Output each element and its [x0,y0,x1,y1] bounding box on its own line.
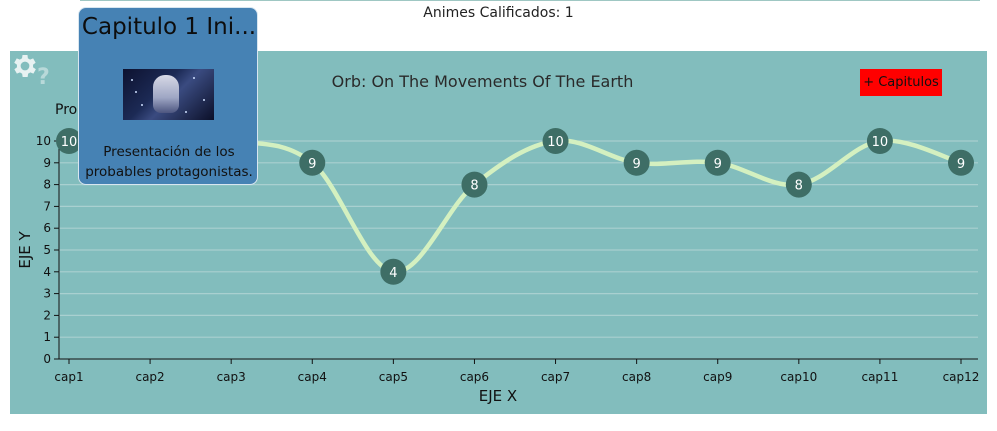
data-label: 9 [957,157,965,172]
data-point [542,128,569,154]
y-tick-label: 9 [43,156,51,170]
data-label: 9 [632,157,640,172]
question-icon[interactable]: ? [37,65,50,90]
y-axis-label: EJE Y [16,231,34,269]
x-tick-label: cap3 [217,370,246,384]
data-label: 9 [714,157,722,172]
x-tick-label: cap2 [135,370,164,384]
y-tick-label: 7 [43,199,51,213]
data-point [785,171,812,198]
x-tick-label: cap11 [861,370,898,384]
y-tick-label: 3 [43,287,51,301]
data-label: 8 [470,179,478,194]
y-tick-label: 2 [43,308,51,322]
add-chapters-button[interactable]: + Capitulos [860,69,942,96]
y-tick-label: 4 [43,265,51,279]
data-label: 10 [547,135,564,150]
data-point [299,149,326,176]
x-tick-label: cap1 [54,370,83,384]
y-tick-label: 1 [43,330,51,344]
data-point [56,128,82,154]
x-tick-label: cap7 [541,370,570,384]
chart-title: Orb: On The Movements Of The Earth [331,72,634,91]
data-label: 8 [795,179,803,194]
tooltip-description: Presentación de los probables protagonis… [85,144,253,180]
data-label: 4 [389,266,397,281]
top-divider [80,0,980,1]
gear-icon[interactable] [10,51,40,81]
data-point [380,258,407,285]
y-tick-label: 0 [43,352,51,366]
x-tick-label: cap10 [780,370,817,384]
data-label: 10 [61,135,78,150]
data-label: 9 [308,157,316,172]
data-point [948,149,974,176]
episode-thumbnail [123,69,214,120]
y-tick-label: 8 [43,178,51,192]
x-tick-label: cap9 [703,370,732,384]
data-point [461,171,488,198]
episode-tooltip: Capitulo 1 Ini... Presentación de los pr… [78,7,258,185]
data-point [623,149,650,176]
x-tick-label: cap8 [622,370,651,384]
rated-count: Animes Calificados: 1 [423,5,574,21]
x-axis-label: EJE X [479,387,517,405]
x-tick-label: cap4 [298,370,327,384]
y-tick-label: 5 [43,243,51,257]
x-tick-label: cap12 [943,370,980,384]
legend-label: Pro [55,102,78,118]
y-tick-label: 6 [43,221,51,235]
data-label: 10 [872,135,889,150]
data-point [704,149,731,176]
x-tick-label: cap5 [379,370,408,384]
data-point [866,128,893,154]
x-tick-label: cap6 [460,370,489,384]
tooltip-title: Capitulo 1 Ini... [81,14,257,40]
y-tick-label: 10 [36,134,51,148]
